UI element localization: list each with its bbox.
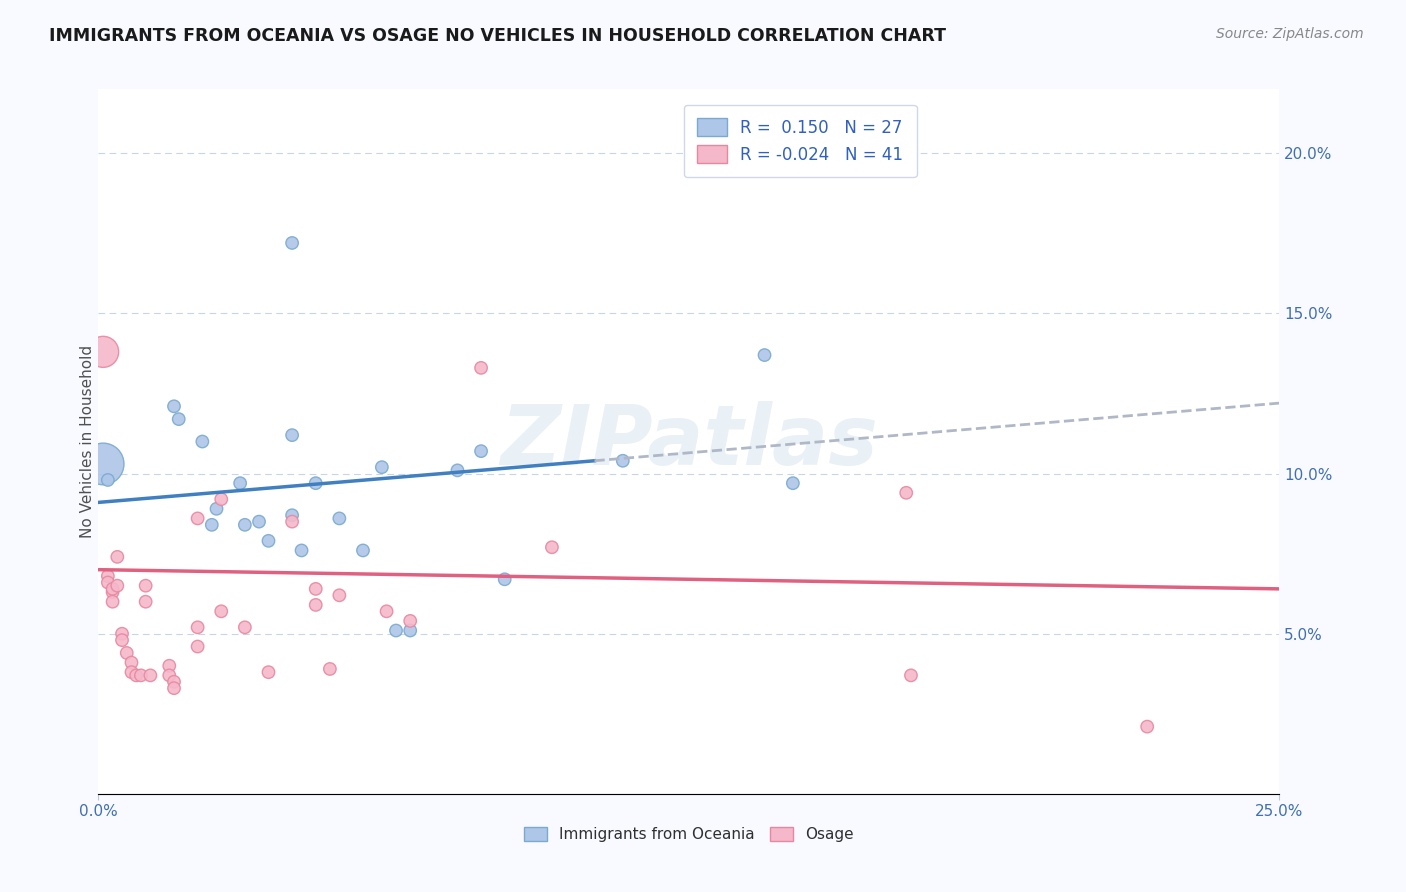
Y-axis label: No Vehicles in Household: No Vehicles in Household <box>80 345 94 538</box>
Point <box>163 400 186 414</box>
Point <box>900 668 922 682</box>
Point <box>233 620 256 634</box>
Point <box>91 344 114 359</box>
Point <box>305 476 328 491</box>
Point <box>257 533 280 548</box>
Point <box>111 626 134 640</box>
Legend: Immigrants from Oceania, Osage: Immigrants from Oceania, Osage <box>516 820 862 850</box>
Point <box>470 360 492 375</box>
Point <box>115 646 138 660</box>
Point <box>191 434 214 449</box>
Point <box>125 668 148 682</box>
Point <box>399 614 422 628</box>
Point <box>385 624 408 638</box>
Point <box>105 549 128 564</box>
Point <box>97 575 120 590</box>
Point <box>319 662 342 676</box>
Point <box>375 604 398 618</box>
Point <box>163 681 186 696</box>
Point <box>371 460 394 475</box>
Point <box>247 515 270 529</box>
Point <box>305 582 328 596</box>
Point <box>446 463 468 477</box>
Point <box>101 582 124 596</box>
Text: Source: ZipAtlas.com: Source: ZipAtlas.com <box>1216 27 1364 41</box>
Point <box>121 656 143 670</box>
Point <box>209 492 232 507</box>
Point <box>201 517 224 532</box>
Point <box>187 620 209 634</box>
Point <box>91 457 114 471</box>
Point <box>281 235 304 250</box>
Point <box>494 572 516 586</box>
Point <box>541 540 564 554</box>
Point <box>281 508 304 523</box>
Point <box>129 668 152 682</box>
Point <box>612 454 634 468</box>
Point <box>139 668 162 682</box>
Point <box>97 569 120 583</box>
Point <box>167 412 190 426</box>
Point <box>187 640 209 654</box>
Point <box>163 674 186 689</box>
Point <box>121 665 143 680</box>
Point <box>105 579 128 593</box>
Point <box>754 348 776 362</box>
Point <box>1136 720 1159 734</box>
Point <box>233 517 256 532</box>
Point <box>111 633 134 648</box>
Point <box>896 485 918 500</box>
Point <box>229 476 252 491</box>
Point <box>399 624 422 638</box>
Point <box>328 511 350 525</box>
Point <box>281 515 304 529</box>
Point <box>305 598 328 612</box>
Point <box>205 501 228 516</box>
Point <box>157 658 180 673</box>
Point <box>328 588 350 602</box>
Point <box>290 543 312 558</box>
Point <box>281 428 304 442</box>
Point <box>782 476 804 491</box>
Text: ZIPatlas: ZIPatlas <box>501 401 877 482</box>
Point <box>101 585 124 599</box>
Point <box>187 511 209 525</box>
Point <box>257 665 280 680</box>
Point <box>135 595 157 609</box>
Point <box>209 604 232 618</box>
Point <box>157 668 180 682</box>
Point <box>101 595 124 609</box>
Point <box>135 579 157 593</box>
Point <box>97 473 120 487</box>
Point <box>352 543 374 558</box>
Text: IMMIGRANTS FROM OCEANIA VS OSAGE NO VEHICLES IN HOUSEHOLD CORRELATION CHART: IMMIGRANTS FROM OCEANIA VS OSAGE NO VEHI… <box>49 27 946 45</box>
Point <box>470 444 492 458</box>
